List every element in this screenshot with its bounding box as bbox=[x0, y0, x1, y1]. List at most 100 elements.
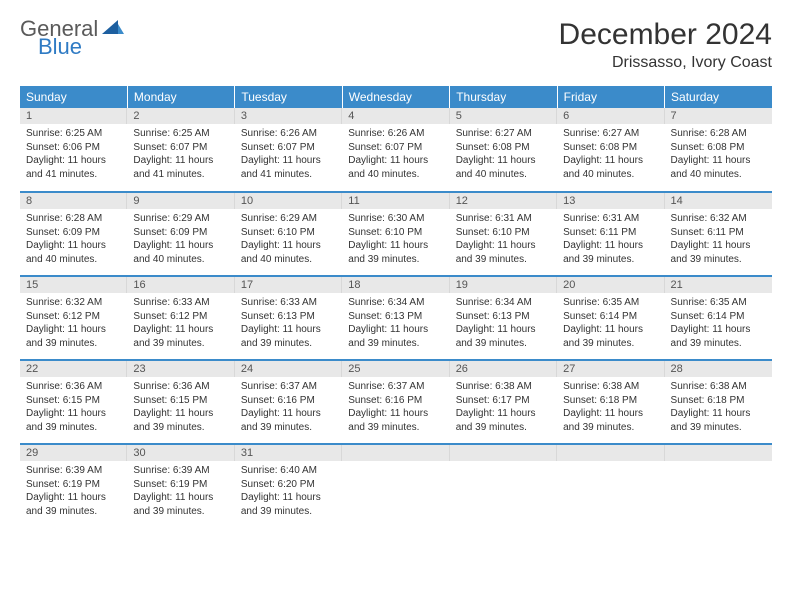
day-number: 15 bbox=[20, 277, 127, 293]
day-details: Sunrise: 6:40 AMSunset: 6:20 PMDaylight:… bbox=[235, 461, 342, 522]
calendar-day-cell: 1Sunrise: 6:25 AMSunset: 6:06 PMDaylight… bbox=[20, 108, 127, 192]
day-details: Sunrise: 6:37 AMSunset: 6:16 PMDaylight:… bbox=[342, 377, 449, 438]
calendar-week-row: 22Sunrise: 6:36 AMSunset: 6:15 PMDayligh… bbox=[20, 360, 772, 444]
day-details: Sunrise: 6:33 AMSunset: 6:12 PMDaylight:… bbox=[127, 293, 234, 354]
day-number: 5 bbox=[450, 108, 557, 124]
day-number: 11 bbox=[342, 193, 449, 209]
day-details: Sunrise: 6:32 AMSunset: 6:12 PMDaylight:… bbox=[20, 293, 127, 354]
calendar-week-row: 1Sunrise: 6:25 AMSunset: 6:06 PMDaylight… bbox=[20, 108, 772, 192]
calendar-day-cell: 2Sunrise: 6:25 AMSunset: 6:07 PMDaylight… bbox=[127, 108, 234, 192]
day-number: 2 bbox=[127, 108, 234, 124]
day-details: Sunrise: 6:28 AMSunset: 6:08 PMDaylight:… bbox=[665, 124, 772, 185]
day-details: Sunrise: 6:33 AMSunset: 6:13 PMDaylight:… bbox=[235, 293, 342, 354]
day-details: Sunrise: 6:28 AMSunset: 6:09 PMDaylight:… bbox=[20, 209, 127, 270]
calendar-day-cell: 22Sunrise: 6:36 AMSunset: 6:15 PMDayligh… bbox=[20, 360, 127, 444]
calendar-day-cell: 10Sunrise: 6:29 AMSunset: 6:10 PMDayligh… bbox=[235, 192, 342, 276]
day-number: 20 bbox=[557, 277, 664, 293]
day-details: Sunrise: 6:35 AMSunset: 6:14 PMDaylight:… bbox=[665, 293, 772, 354]
day-details: Sunrise: 6:29 AMSunset: 6:10 PMDaylight:… bbox=[235, 209, 342, 270]
day-number: 25 bbox=[342, 361, 449, 377]
day-number-empty bbox=[665, 445, 772, 461]
day-number: 4 bbox=[342, 108, 449, 124]
calendar-week-row: 15Sunrise: 6:32 AMSunset: 6:12 PMDayligh… bbox=[20, 276, 772, 360]
calendar-day-cell: 28Sunrise: 6:38 AMSunset: 6:18 PMDayligh… bbox=[665, 360, 772, 444]
day-details: Sunrise: 6:32 AMSunset: 6:11 PMDaylight:… bbox=[665, 209, 772, 270]
calendar-day-cell: 14Sunrise: 6:32 AMSunset: 6:11 PMDayligh… bbox=[665, 192, 772, 276]
logo-word-blue: Blue bbox=[38, 36, 124, 58]
calendar-header-row: SundayMondayTuesdayWednesdayThursdayFrid… bbox=[20, 86, 772, 108]
day-details: Sunrise: 6:27 AMSunset: 6:08 PMDaylight:… bbox=[557, 124, 664, 185]
weekday-header: Wednesday bbox=[342, 86, 449, 108]
day-number-empty bbox=[450, 445, 557, 461]
day-number: 18 bbox=[342, 277, 449, 293]
day-number: 22 bbox=[20, 361, 127, 377]
month-title: December 2024 bbox=[559, 18, 772, 52]
logo: General Blue bbox=[20, 18, 124, 58]
day-details: Sunrise: 6:35 AMSunset: 6:14 PMDaylight:… bbox=[557, 293, 664, 354]
day-number: 7 bbox=[665, 108, 772, 124]
day-number: 27 bbox=[557, 361, 664, 377]
day-details: Sunrise: 6:26 AMSunset: 6:07 PMDaylight:… bbox=[342, 124, 449, 185]
weekday-header: Friday bbox=[557, 86, 664, 108]
calendar-day-cell: 16Sunrise: 6:33 AMSunset: 6:12 PMDayligh… bbox=[127, 276, 234, 360]
calendar-day-cell: 21Sunrise: 6:35 AMSunset: 6:14 PMDayligh… bbox=[665, 276, 772, 360]
calendar-table: SundayMondayTuesdayWednesdayThursdayFrid… bbox=[20, 86, 772, 528]
weekday-header: Thursday bbox=[450, 86, 557, 108]
day-details: Sunrise: 6:31 AMSunset: 6:10 PMDaylight:… bbox=[450, 209, 557, 270]
title-block: December 2024 Drissasso, Ivory Coast bbox=[559, 18, 772, 72]
calendar-body: 1Sunrise: 6:25 AMSunset: 6:06 PMDaylight… bbox=[20, 108, 772, 528]
calendar-day-cell: 8Sunrise: 6:28 AMSunset: 6:09 PMDaylight… bbox=[20, 192, 127, 276]
location-label: Drissasso, Ivory Coast bbox=[559, 54, 772, 72]
day-details: Sunrise: 6:34 AMSunset: 6:13 PMDaylight:… bbox=[450, 293, 557, 354]
day-number: 10 bbox=[235, 193, 342, 209]
day-number: 16 bbox=[127, 277, 234, 293]
calendar-day-cell: 20Sunrise: 6:35 AMSunset: 6:14 PMDayligh… bbox=[557, 276, 664, 360]
calendar-week-row: 8Sunrise: 6:28 AMSunset: 6:09 PMDaylight… bbox=[20, 192, 772, 276]
day-details: Sunrise: 6:30 AMSunset: 6:10 PMDaylight:… bbox=[342, 209, 449, 270]
day-details: Sunrise: 6:26 AMSunset: 6:07 PMDaylight:… bbox=[235, 124, 342, 185]
day-details: Sunrise: 6:36 AMSunset: 6:15 PMDaylight:… bbox=[20, 377, 127, 438]
day-number: 24 bbox=[235, 361, 342, 377]
calendar-day-cell: 4Sunrise: 6:26 AMSunset: 6:07 PMDaylight… bbox=[342, 108, 449, 192]
day-details: Sunrise: 6:39 AMSunset: 6:19 PMDaylight:… bbox=[127, 461, 234, 522]
day-details: Sunrise: 6:36 AMSunset: 6:15 PMDaylight:… bbox=[127, 377, 234, 438]
day-details: Sunrise: 6:34 AMSunset: 6:13 PMDaylight:… bbox=[342, 293, 449, 354]
day-number: 1 bbox=[20, 108, 127, 124]
calendar-day-cell: 26Sunrise: 6:38 AMSunset: 6:17 PMDayligh… bbox=[450, 360, 557, 444]
day-details: Sunrise: 6:38 AMSunset: 6:17 PMDaylight:… bbox=[450, 377, 557, 438]
day-details: Sunrise: 6:29 AMSunset: 6:09 PMDaylight:… bbox=[127, 209, 234, 270]
day-details: Sunrise: 6:37 AMSunset: 6:16 PMDaylight:… bbox=[235, 377, 342, 438]
day-number: 19 bbox=[450, 277, 557, 293]
day-number: 3 bbox=[235, 108, 342, 124]
day-number: 29 bbox=[20, 445, 127, 461]
calendar-day-cell bbox=[342, 444, 449, 528]
day-details: Sunrise: 6:39 AMSunset: 6:19 PMDaylight:… bbox=[20, 461, 127, 522]
calendar-day-cell: 23Sunrise: 6:36 AMSunset: 6:15 PMDayligh… bbox=[127, 360, 234, 444]
calendar-day-cell: 15Sunrise: 6:32 AMSunset: 6:12 PMDayligh… bbox=[20, 276, 127, 360]
page-header: General Blue December 2024 Drissasso, Iv… bbox=[20, 18, 772, 72]
day-details: Sunrise: 6:31 AMSunset: 6:11 PMDaylight:… bbox=[557, 209, 664, 270]
calendar-day-cell: 27Sunrise: 6:38 AMSunset: 6:18 PMDayligh… bbox=[557, 360, 664, 444]
day-details: Sunrise: 6:25 AMSunset: 6:06 PMDaylight:… bbox=[20, 124, 127, 185]
calendar-day-cell: 13Sunrise: 6:31 AMSunset: 6:11 PMDayligh… bbox=[557, 192, 664, 276]
calendar-day-cell: 11Sunrise: 6:30 AMSunset: 6:10 PMDayligh… bbox=[342, 192, 449, 276]
calendar-day-cell: 18Sunrise: 6:34 AMSunset: 6:13 PMDayligh… bbox=[342, 276, 449, 360]
calendar-day-cell: 25Sunrise: 6:37 AMSunset: 6:16 PMDayligh… bbox=[342, 360, 449, 444]
weekday-header: Sunday bbox=[20, 86, 127, 108]
calendar-day-cell bbox=[450, 444, 557, 528]
calendar-day-cell: 17Sunrise: 6:33 AMSunset: 6:13 PMDayligh… bbox=[235, 276, 342, 360]
day-number: 14 bbox=[665, 193, 772, 209]
day-number: 26 bbox=[450, 361, 557, 377]
day-number: 31 bbox=[235, 445, 342, 461]
day-number: 6 bbox=[557, 108, 664, 124]
day-number-empty bbox=[342, 445, 449, 461]
calendar-day-cell: 30Sunrise: 6:39 AMSunset: 6:19 PMDayligh… bbox=[127, 444, 234, 528]
day-text-empty bbox=[342, 461, 449, 511]
day-number: 23 bbox=[127, 361, 234, 377]
day-number: 28 bbox=[665, 361, 772, 377]
day-number: 12 bbox=[450, 193, 557, 209]
day-number: 8 bbox=[20, 193, 127, 209]
weekday-header: Tuesday bbox=[235, 86, 342, 108]
calendar-day-cell: 31Sunrise: 6:40 AMSunset: 6:20 PMDayligh… bbox=[235, 444, 342, 528]
day-text-empty bbox=[557, 461, 664, 511]
